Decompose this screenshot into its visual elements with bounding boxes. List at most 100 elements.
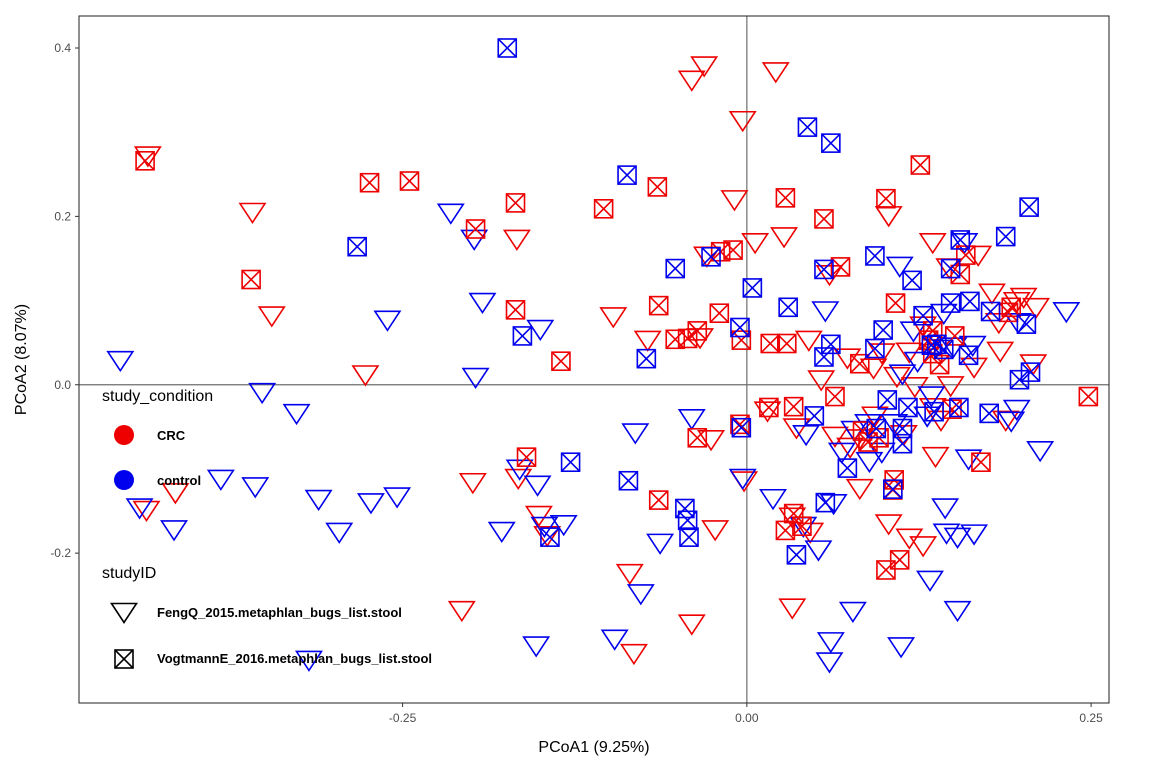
- data-point: [902, 270, 922, 291]
- legend: study_condition CRC control studyID FengQ_20…: [102, 388, 432, 669]
- data-point: [1019, 197, 1039, 217]
- data-point: [775, 188, 796, 208]
- data-point: [759, 488, 787, 511]
- data-point: [804, 406, 825, 426]
- data-point: [995, 226, 1016, 247]
- data-point: [895, 528, 924, 550]
- data-point: [665, 258, 686, 279]
- data-point: [960, 291, 980, 312]
- data-point: [814, 209, 834, 229]
- data-point: [916, 570, 944, 592]
- data-point: [560, 452, 581, 473]
- data-point: [505, 300, 526, 320]
- data-point: [1016, 314, 1037, 334]
- data-point: [526, 319, 555, 341]
- data-point: [125, 498, 154, 520]
- data-point: [760, 333, 781, 354]
- data-point: [465, 219, 486, 239]
- data-point: [887, 637, 916, 659]
- data-point: [359, 172, 380, 193]
- data-point: [814, 259, 834, 280]
- data-point: [697, 430, 726, 452]
- data-point: [860, 406, 889, 428]
- data-point: [874, 206, 903, 228]
- data-point: [918, 233, 947, 255]
- data-point: [709, 303, 730, 323]
- data-point: [679, 527, 699, 547]
- x-axis-title: PCoA1 (9.25%): [538, 739, 649, 756]
- data-point: [238, 202, 267, 224]
- data-points: [106, 38, 1099, 674]
- data-point: [282, 403, 311, 426]
- data-point: [383, 487, 412, 509]
- x-tick-label: 0.00: [735, 711, 759, 725]
- data-point: [436, 203, 465, 225]
- data-point: [447, 600, 476, 623]
- legend-title-study: studyID: [102, 565, 156, 582]
- data-point: [827, 442, 856, 464]
- data-point: [929, 303, 958, 325]
- data-point: [241, 269, 261, 290]
- data-point: [770, 227, 799, 249]
- legend-label-control: control: [157, 473, 201, 488]
- legend-label-crc: CRC: [157, 428, 186, 443]
- data-point: [524, 505, 553, 528]
- data-point: [522, 636, 551, 658]
- data-point: [979, 403, 1000, 424]
- data-point: [855, 451, 884, 474]
- legend-label-fengq: FengQ_2015.metaphlan_bugs_list.stool: [157, 605, 402, 620]
- data-point: [530, 516, 559, 538]
- data-point: [921, 446, 950, 469]
- x-axis: -0.25 0.00 0.25: [389, 703, 1103, 725]
- data-point: [909, 536, 938, 558]
- data-point: [820, 426, 849, 448]
- data-point: [294, 650, 323, 672]
- data-point: [677, 70, 706, 92]
- data-point: [783, 503, 804, 524]
- legend-key-vogtmanne-square: [114, 649, 134, 669]
- data-point: [913, 406, 942, 428]
- data-point: [949, 397, 969, 418]
- data-point: [943, 600, 972, 623]
- data-point: [1009, 369, 1030, 390]
- data-point: [991, 410, 1020, 432]
- legend-key-fengq-triangle: [110, 602, 138, 624]
- legend-key-crc: [114, 425, 134, 445]
- data-point: [600, 629, 629, 651]
- data-point: [356, 493, 385, 515]
- data-point: [257, 306, 286, 328]
- data-point: [626, 584, 655, 606]
- data-point: [593, 198, 614, 219]
- data-point: [106, 350, 135, 373]
- data-point: [854, 414, 883, 436]
- data-point: [797, 117, 818, 137]
- data-point: [615, 563, 644, 586]
- data-point: [161, 483, 190, 505]
- data-point: [821, 133, 841, 153]
- data-point: [1026, 440, 1055, 463]
- legend-title-condition: study_condition: [102, 388, 213, 405]
- data-point: [865, 246, 885, 266]
- data-point: [132, 500, 161, 522]
- series-control-triangle-down: [106, 203, 1081, 674]
- data-point: [877, 390, 898, 410]
- data-point: [888, 364, 917, 386]
- data-point: [874, 514, 903, 536]
- legend-label-vogtmanne: VogtmannE_2016.metaphlan_bugs_list.stool: [157, 651, 432, 666]
- y-axis: -0.2 0.0 0.2 0.4: [50, 41, 79, 560]
- data-point: [241, 477, 270, 499]
- data-point: [723, 240, 743, 260]
- data-point: [940, 258, 961, 279]
- data-point: [882, 366, 911, 389]
- data-point: [776, 333, 797, 354]
- data-point: [504, 468, 533, 491]
- data-point: [883, 479, 903, 499]
- data-point: [876, 188, 896, 209]
- data-point: [931, 498, 960, 520]
- data-point: [728, 468, 757, 491]
- data-point: [885, 256, 914, 278]
- data-point: [761, 62, 790, 84]
- data-point: [135, 151, 155, 171]
- data-point: [913, 305, 933, 326]
- data-point: [617, 165, 637, 185]
